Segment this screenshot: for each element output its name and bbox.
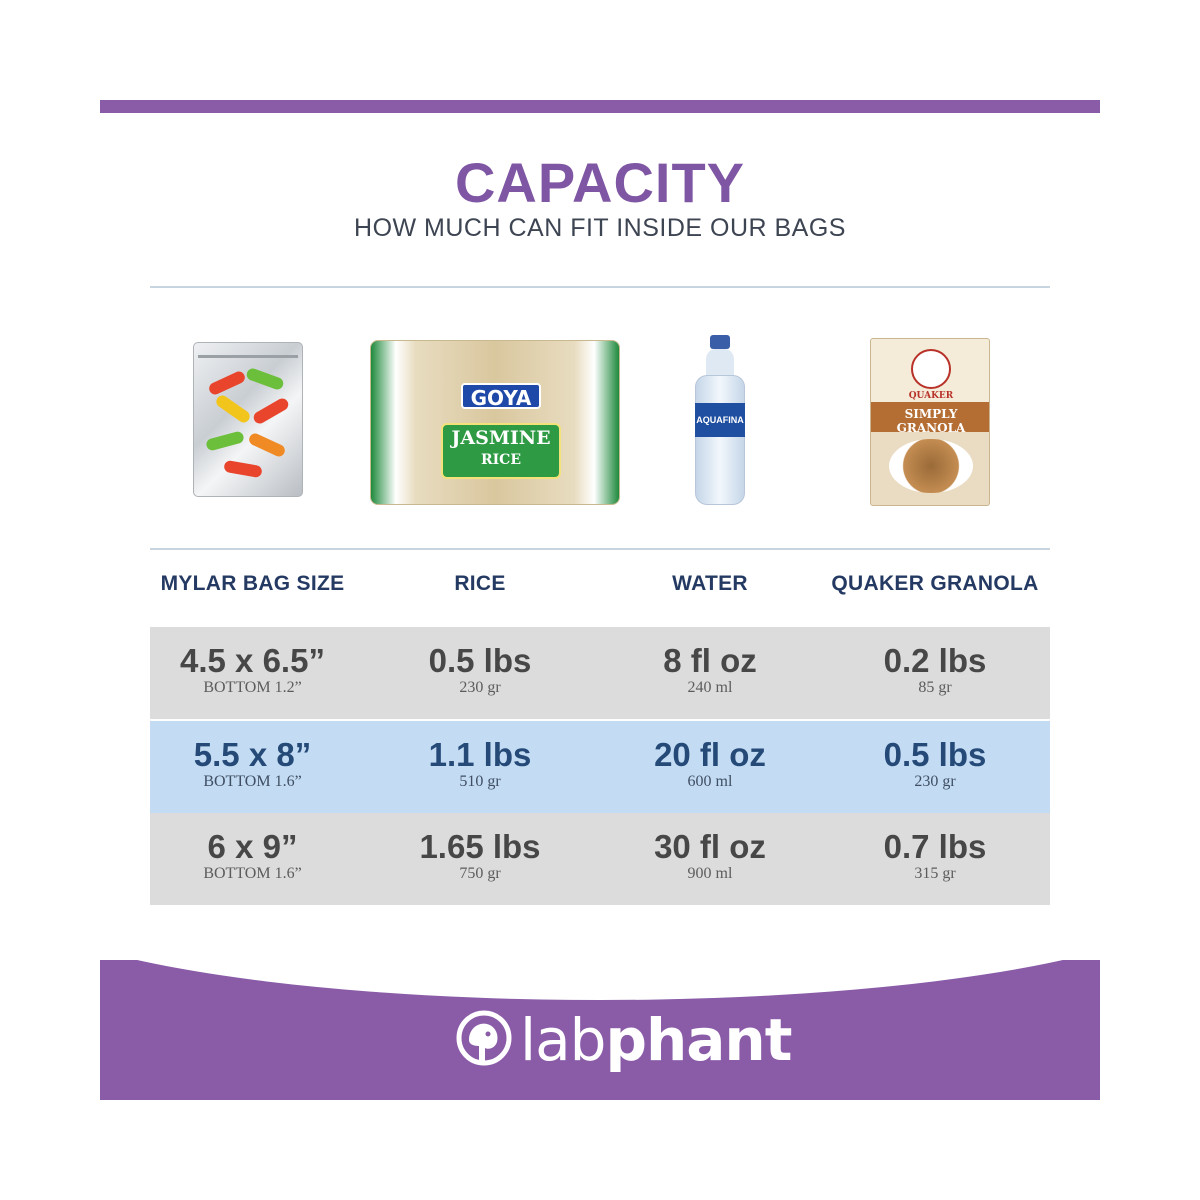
bottle-body	[695, 375, 745, 505]
cell-granola: 0.2 lbs 85 gr	[820, 627, 1050, 719]
cell-rice: 1.65 lbs 750 gr	[365, 813, 595, 905]
page-title: CAPACITY	[454, 151, 746, 214]
bag-zipper	[198, 355, 298, 358]
rice-package-image: GOYA JASMINE RICE	[370, 340, 620, 505]
rice-label: JASMINE RICE	[441, 423, 561, 479]
header-granola: QUAKER GRANOLA	[831, 572, 1039, 595]
bottle-cap	[710, 335, 730, 349]
water-value: 20 fl oz	[654, 736, 766, 773]
rice-sub-value: 230 gr	[459, 679, 501, 696]
elephant-logo-icon	[456, 1010, 512, 1066]
rice-value: 1.1 lbs	[428, 736, 532, 773]
logo-text-bold: phant	[605, 1006, 792, 1074]
cell-water: 30 fl oz 900 ml	[595, 813, 825, 905]
water-bottle-image: AQUAFINA	[690, 335, 750, 505]
candy-piece	[207, 369, 247, 397]
divider-bottom	[150, 548, 1050, 550]
granola-box-image: QUAKER SIMPLY GRANOLA	[870, 338, 990, 506]
brand-logo: labphant	[520, 1006, 792, 1074]
quaker-portrait-icon	[911, 349, 951, 389]
cell-rice: 1.1 lbs 510 gr	[365, 721, 595, 813]
header-water: WATER	[672, 572, 748, 595]
bag-bottom-value: BOTTOM 1.2”	[203, 679, 302, 696]
table-row: 4.5 x 6.5” BOTTOM 1.2” 0.5 lbs 230 gr 8 …	[150, 627, 1050, 719]
cell-water: 20 fl oz 600 ml	[595, 721, 825, 813]
divider-top	[150, 286, 1050, 288]
water-value: 8 fl oz	[663, 642, 757, 679]
mylar-bag-image	[193, 342, 303, 497]
logo-text-light: lab	[520, 1006, 606, 1074]
granola-sub-value: 315 gr	[914, 865, 956, 882]
granola-sub-value: 85 gr	[918, 679, 952, 696]
footer-curve	[100, 960, 1100, 1000]
granola-value: 0.2 lbs	[883, 642, 987, 679]
table-row: 6 x 9” BOTTOM 1.6” 1.65 lbs 750 gr 30 fl…	[150, 813, 1050, 905]
water-sub-value: 600 ml	[687, 773, 733, 790]
table-header: MYLAR BAG SIZE RICE WATER QUAKER GRANOLA	[150, 572, 1050, 602]
candy-piece	[251, 396, 291, 426]
bag-size-value: 6 x 9”	[207, 828, 298, 865]
table-row: 5.5 x 8” BOTTOM 1.6” 1.1 lbs 510 gr 20 f…	[150, 721, 1050, 813]
bottle-neck	[706, 349, 734, 379]
candy-piece	[223, 459, 263, 479]
product-images: GOYA JASMINE RICE AQUAFINA QUAKER SIMPLY…	[150, 320, 1050, 520]
granola-value: 0.7 lbs	[883, 828, 987, 865]
water-sub-value: 900 ml	[687, 865, 733, 882]
rice-value: 0.5 lbs	[428, 642, 532, 679]
cell-bag-size: 5.5 x 8” BOTTOM 1.6”	[150, 721, 355, 813]
cell-rice: 0.5 lbs 230 gr	[365, 627, 595, 719]
rice-sub-value: 750 gr	[459, 865, 501, 882]
cell-granola: 0.5 lbs 230 gr	[820, 721, 1050, 813]
granola-value: 0.5 lbs	[883, 736, 987, 773]
cell-bag-size: 4.5 x 6.5” BOTTOM 1.2”	[150, 627, 355, 719]
water-sub-value: 240 ml	[687, 679, 733, 696]
bag-size-value: 5.5 x 8”	[193, 736, 312, 773]
rice-label-line2: RICE	[481, 452, 521, 468]
granola-bowl-image	[889, 439, 973, 493]
candy-piece	[205, 430, 245, 452]
bag-bottom-value: BOTTOM 1.6”	[203, 773, 302, 790]
candy-piece	[213, 393, 253, 425]
cell-granola: 0.7 lbs 315 gr	[820, 813, 1050, 905]
header-rice: RICE	[454, 572, 506, 595]
rice-value: 1.65 lbs	[419, 828, 541, 865]
granola-brand: QUAKER	[908, 391, 954, 401]
cell-water: 8 fl oz 240 ml	[595, 627, 825, 719]
rice-brand-logo: GOYA	[461, 383, 541, 410]
rice-label-line1: JASMINE	[451, 427, 551, 449]
page-subtitle: HOW MUCH CAN FIT INSIDE OUR BAGS	[354, 214, 846, 242]
header-bag-size: MYLAR BAG SIZE	[160, 572, 345, 595]
bag-bottom-value: BOTTOM 1.6”	[203, 865, 302, 882]
bottle-label: AQUAFINA	[695, 403, 745, 437]
granola-sub-value: 230 gr	[914, 773, 956, 790]
candy-piece	[245, 366, 285, 392]
cell-bag-size: 6 x 9” BOTTOM 1.6”	[150, 813, 355, 905]
top-accent-bar	[100, 100, 1100, 113]
rice-sub-value: 510 gr	[459, 773, 501, 790]
water-value: 30 fl oz	[654, 828, 766, 865]
candy-piece	[247, 431, 287, 459]
bag-size-value: 4.5 x 6.5”	[180, 642, 325, 679]
footer-banner: labphant	[100, 960, 1100, 1100]
granola-name: SIMPLY GRANOLA	[896, 407, 966, 435]
